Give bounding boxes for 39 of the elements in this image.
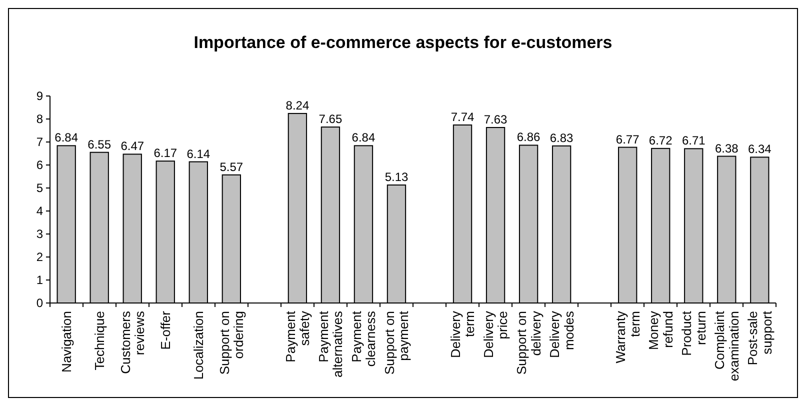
y-tick-label: 7 [36, 135, 44, 150]
data-label: 6.86 [516, 130, 541, 144]
y-tick-label: 5 [36, 181, 44, 196]
x-tick-label: E-offer [158, 310, 173, 350]
data-label: 6.55 [88, 137, 112, 152]
data-label: 6.72 [648, 133, 673, 148]
y-tick-label: 6 [36, 158, 44, 172]
data-label: 6.83 [550, 130, 574, 145]
data-label: 7.63 [484, 112, 508, 127]
y-tick-label: 8 [36, 112, 44, 126]
data-label: 7.65 [318, 112, 342, 126]
y-tick-label: 9 [36, 89, 44, 104]
x-tick-label: Customers reviews [118, 310, 148, 374]
x-tick-label: Warranty term [613, 310, 642, 364]
y-tick-label: 4 [36, 204, 44, 218]
data-label: 6.84 [352, 130, 376, 145]
y-tick-label: 3 [36, 227, 44, 242]
y-tick-label: 0 [36, 296, 44, 310]
data-label: 6.47 [120, 139, 144, 154]
x-tick-label: Navigation [58, 311, 74, 372]
x-tick-label: Support on ordering [216, 311, 246, 375]
x-tick-label: Technique [92, 311, 107, 370]
data-label: 6.38 [714, 141, 739, 156]
y-tick-label: 1 [36, 273, 44, 288]
data-label: 6.14 [186, 146, 210, 161]
x-tick-label: Payment safety [282, 310, 312, 362]
data-label: 8.24 [286, 98, 310, 112]
y-tick-label: 2 [36, 250, 44, 264]
data-label: 6.84 [54, 130, 78, 145]
data-label: 6.71 [682, 134, 706, 148]
data-label: 6.34 [748, 142, 772, 156]
data-label: 7.74 [450, 110, 475, 124]
x-tick-label: Localization [190, 311, 206, 380]
chart-title: Importance of e-commerce aspects for e-customers [194, 33, 612, 52]
data-label: 6.77 [616, 132, 640, 146]
x-tick-label: Delivery term [448, 310, 478, 358]
data-label: 5.57 [220, 160, 244, 174]
data-label: 6.17 [154, 146, 178, 160]
data-label: 5.13 [384, 170, 408, 184]
